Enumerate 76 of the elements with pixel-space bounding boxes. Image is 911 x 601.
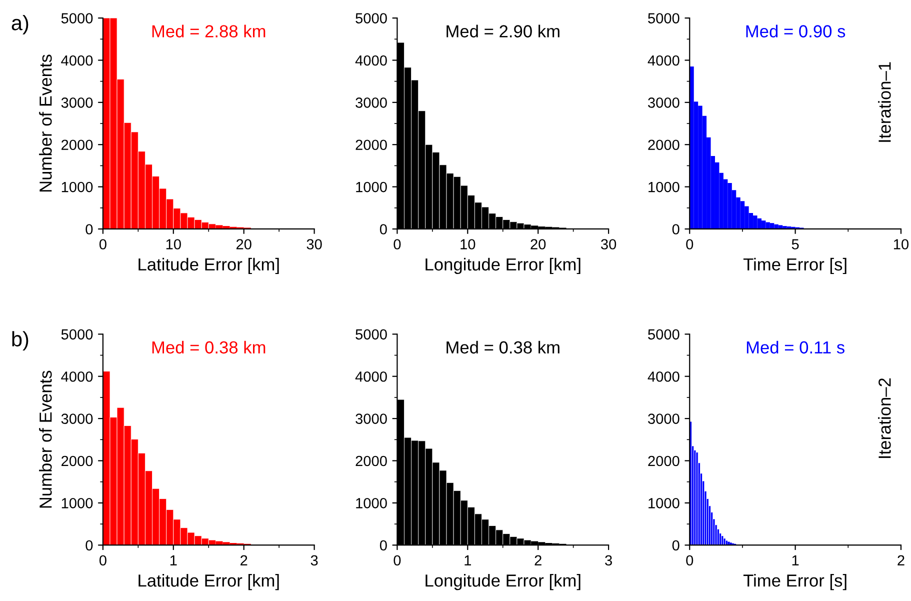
x-tick-label: 2 <box>898 555 904 566</box>
x-tick-label: 0 <box>99 239 106 250</box>
chart-title: b) <box>12 331 28 351</box>
x-tick-label: 3 <box>310 555 318 566</box>
y-axis-title: Number of Events <box>39 370 52 508</box>
y-tick-label: 0 <box>86 540 93 551</box>
y-tick-label: 4000 <box>61 371 93 382</box>
y-tick-label: 2000 <box>356 140 387 150</box>
y-tick-label: 0 <box>86 224 93 234</box>
x-tick-label: 0 <box>99 555 106 566</box>
x-tick-label: 10 <box>166 239 181 250</box>
y-tick-label: 0 <box>380 224 387 234</box>
x-tick-label: 10 <box>894 239 909 250</box>
y-tick-label: 1000 <box>648 182 680 192</box>
x-tick-label: 20 <box>236 239 252 250</box>
x-axis-title: Longitude Error [km] <box>426 574 580 590</box>
x-tick-label: 5 <box>792 239 799 250</box>
annotation: Med = 0.38 km <box>152 340 266 354</box>
y-tick-label: 0 <box>672 224 680 234</box>
y-tick-label: 2000 <box>648 140 680 150</box>
chart-title: a) <box>12 15 28 34</box>
x-tick-label: 2 <box>534 555 542 566</box>
y-tick-label: 1000 <box>62 498 93 508</box>
y-tick-label: 1000 <box>62 182 93 192</box>
y-tick-label: 3000 <box>648 98 680 108</box>
y-axis-title: Number of Events <box>39 54 52 192</box>
y-tick-label: 5000 <box>61 329 93 340</box>
annotation: Iteration–1 <box>878 62 891 142</box>
y-tick-label: 2000 <box>62 140 93 150</box>
annotation: Med = 0.11 s <box>746 340 844 354</box>
y-tick-label: 1000 <box>356 498 387 508</box>
x-tick-label: 0 <box>686 555 694 566</box>
y-tick-label: 3000 <box>61 414 93 424</box>
x-tick-label: 2 <box>240 555 248 566</box>
x-tick-label: 1 <box>464 555 471 566</box>
annotation: Med = 2.90 km <box>446 24 560 38</box>
annotation: Iteration–2 <box>878 378 891 458</box>
y-tick-label: 3000 <box>356 414 387 424</box>
x-tick-label: 1 <box>170 555 177 566</box>
y-tick-label: 5000 <box>356 13 387 24</box>
x-axis-title: Latitude Error [km] <box>138 258 279 274</box>
y-tick-label: 1000 <box>648 498 680 508</box>
x-tick-label: 3 <box>605 555 612 566</box>
y-tick-label: 4000 <box>61 55 93 66</box>
x-tick-label: 1 <box>792 555 799 566</box>
y-tick-label: 5000 <box>61 13 93 24</box>
x-tick-label: 0 <box>394 239 401 250</box>
y-tick-label: 2000 <box>356 456 387 466</box>
y-tick-label: 0 <box>672 540 680 551</box>
x-tick-label: 20 <box>530 239 546 250</box>
y-tick-label: 4000 <box>648 371 680 382</box>
y-tick-label: 1000 <box>356 182 387 192</box>
y-tick-label: 4000 <box>355 55 387 66</box>
y-tick-label: 5000 <box>356 329 387 340</box>
annotation: Med = 2.88 km <box>152 24 266 38</box>
x-axis-title: Time Error [s] <box>743 258 846 274</box>
x-tick-label: 0 <box>394 555 401 566</box>
y-tick-label: 3000 <box>648 414 680 424</box>
y-tick-label: 3000 <box>356 98 387 108</box>
annotation: Med = 0.90 s <box>746 24 846 38</box>
y-tick-label: 3000 <box>61 98 93 108</box>
y-tick-label: 5000 <box>648 13 680 24</box>
y-tick-label: 0 <box>380 540 387 551</box>
y-tick-label: 4000 <box>648 55 680 66</box>
x-tick-label: 10 <box>460 239 476 250</box>
annotation: Med = 0.38 km <box>446 340 560 354</box>
x-axis-title: Time Error [s] <box>743 574 846 590</box>
y-tick-label: 5000 <box>648 329 680 340</box>
x-axis-title: Longitude Error [km] <box>426 258 580 274</box>
x-tick-label: 30 <box>306 239 322 250</box>
y-tick-label: 4000 <box>355 371 387 382</box>
x-tick-label: 30 <box>600 239 616 250</box>
x-axis-title: Latitude Error [km] <box>138 574 279 590</box>
x-tick-label: 0 <box>686 239 694 250</box>
y-tick-label: 2000 <box>62 456 93 466</box>
y-tick-label: 2000 <box>648 456 680 466</box>
